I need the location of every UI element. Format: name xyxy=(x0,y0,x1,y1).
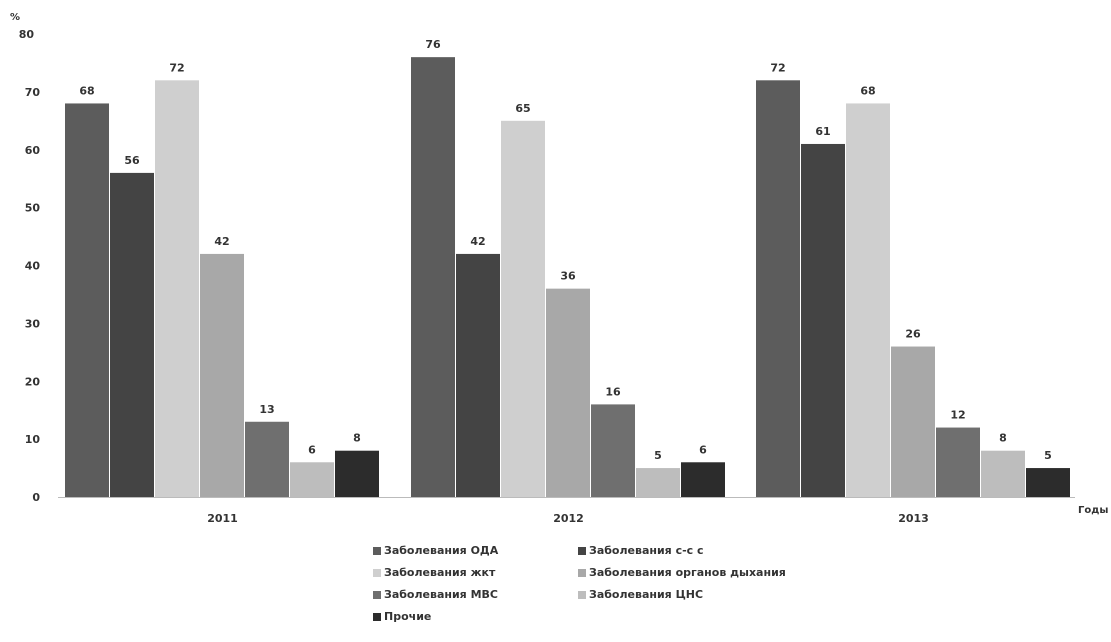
data-label: 42 xyxy=(214,235,229,248)
data-label: 65 xyxy=(515,102,530,115)
data-label: 8 xyxy=(353,432,361,445)
data-label: 56 xyxy=(124,154,140,167)
legend-swatch xyxy=(373,612,381,621)
legend-swatch xyxy=(373,546,381,555)
category-label: 2013 xyxy=(898,512,929,525)
legend-swatch xyxy=(373,590,381,599)
legend-label: Заболевания ЦНС xyxy=(589,588,704,601)
bar xyxy=(936,427,980,497)
y-tick-label: 0 xyxy=(32,491,40,504)
y-tick-label: 40 xyxy=(25,260,41,273)
data-label: 26 xyxy=(905,328,921,341)
bar xyxy=(110,172,154,497)
data-label: 68 xyxy=(860,84,875,97)
data-label: 13 xyxy=(259,403,274,416)
bar xyxy=(546,288,590,497)
y-axis-label: % xyxy=(10,12,20,23)
bar xyxy=(200,253,244,497)
category-label: 2011 xyxy=(207,512,238,525)
data-label: 5 xyxy=(1044,449,1052,462)
bar xyxy=(891,346,935,497)
bar xyxy=(155,80,199,498)
y-tick-label: 20 xyxy=(25,375,41,388)
bar xyxy=(756,80,800,498)
bar xyxy=(456,253,500,497)
bar xyxy=(501,120,545,497)
legend-label: Заболевания жкт xyxy=(384,566,496,579)
legend-item: Заболевания МВС xyxy=(373,588,498,601)
legend-label: Заболевания органов дыхания xyxy=(589,566,786,579)
bars xyxy=(65,57,1070,498)
data-label: 8 xyxy=(999,432,1007,445)
data-label: 42 xyxy=(470,235,485,248)
x-axis-label: Годы xyxy=(1078,505,1108,516)
legend-item: Прочие xyxy=(373,610,431,623)
data-label: 16 xyxy=(605,385,621,398)
bar xyxy=(65,103,109,497)
bar xyxy=(801,143,845,497)
y-tick-label: 30 xyxy=(25,317,41,330)
data-label: 72 xyxy=(770,61,785,74)
bar xyxy=(245,421,289,497)
bar xyxy=(1026,468,1070,497)
legend-label: Прочие xyxy=(384,610,432,623)
legend-item: Заболевания органов дыхания xyxy=(578,566,786,579)
bar xyxy=(591,404,635,497)
bar xyxy=(846,103,890,497)
bar xyxy=(981,450,1025,497)
bar xyxy=(681,462,725,497)
bar xyxy=(335,450,379,497)
data-label: 5 xyxy=(654,449,662,462)
legend-label: Заболевания с-с с xyxy=(589,544,704,557)
bar xyxy=(290,462,334,497)
legend-item: Заболевания ОДА xyxy=(373,544,498,557)
y-tick-label: 70 xyxy=(25,86,41,99)
data-label: 6 xyxy=(699,443,707,456)
data-label: 6 xyxy=(308,443,316,456)
y-tick-label: 50 xyxy=(25,202,41,215)
category-label: 2012 xyxy=(553,512,584,525)
y-tick-label: 60 xyxy=(25,144,41,157)
data-label: 68 xyxy=(79,84,94,97)
legend-label: Заболевания ОДА xyxy=(384,544,499,557)
y-tick-label: 10 xyxy=(25,433,41,446)
legend-swatch xyxy=(578,546,586,555)
y-tick-label: 80 xyxy=(19,28,35,41)
data-label: 61 xyxy=(815,125,830,138)
data-label: 76 xyxy=(425,38,441,51)
legend-swatch xyxy=(578,568,586,577)
legend-label: Заболевания МВС xyxy=(384,588,498,601)
bar xyxy=(636,468,680,497)
legend-item: Заболевания ЦНС xyxy=(578,588,703,601)
data-label: 36 xyxy=(560,270,576,283)
data-label: 72 xyxy=(169,61,184,74)
legend-swatch xyxy=(373,568,381,577)
legend-item: Заболевания с-с с xyxy=(578,544,704,557)
bar xyxy=(411,57,455,498)
category-labels: 2011 2012 2013 xyxy=(207,512,929,525)
y-axis-ticks: 0 10 20 30 40 50 60 70 80 xyxy=(19,28,41,504)
legend-swatch xyxy=(578,590,586,599)
data-label: 12 xyxy=(950,409,965,422)
legend-item: Заболевания жкт xyxy=(373,566,495,579)
